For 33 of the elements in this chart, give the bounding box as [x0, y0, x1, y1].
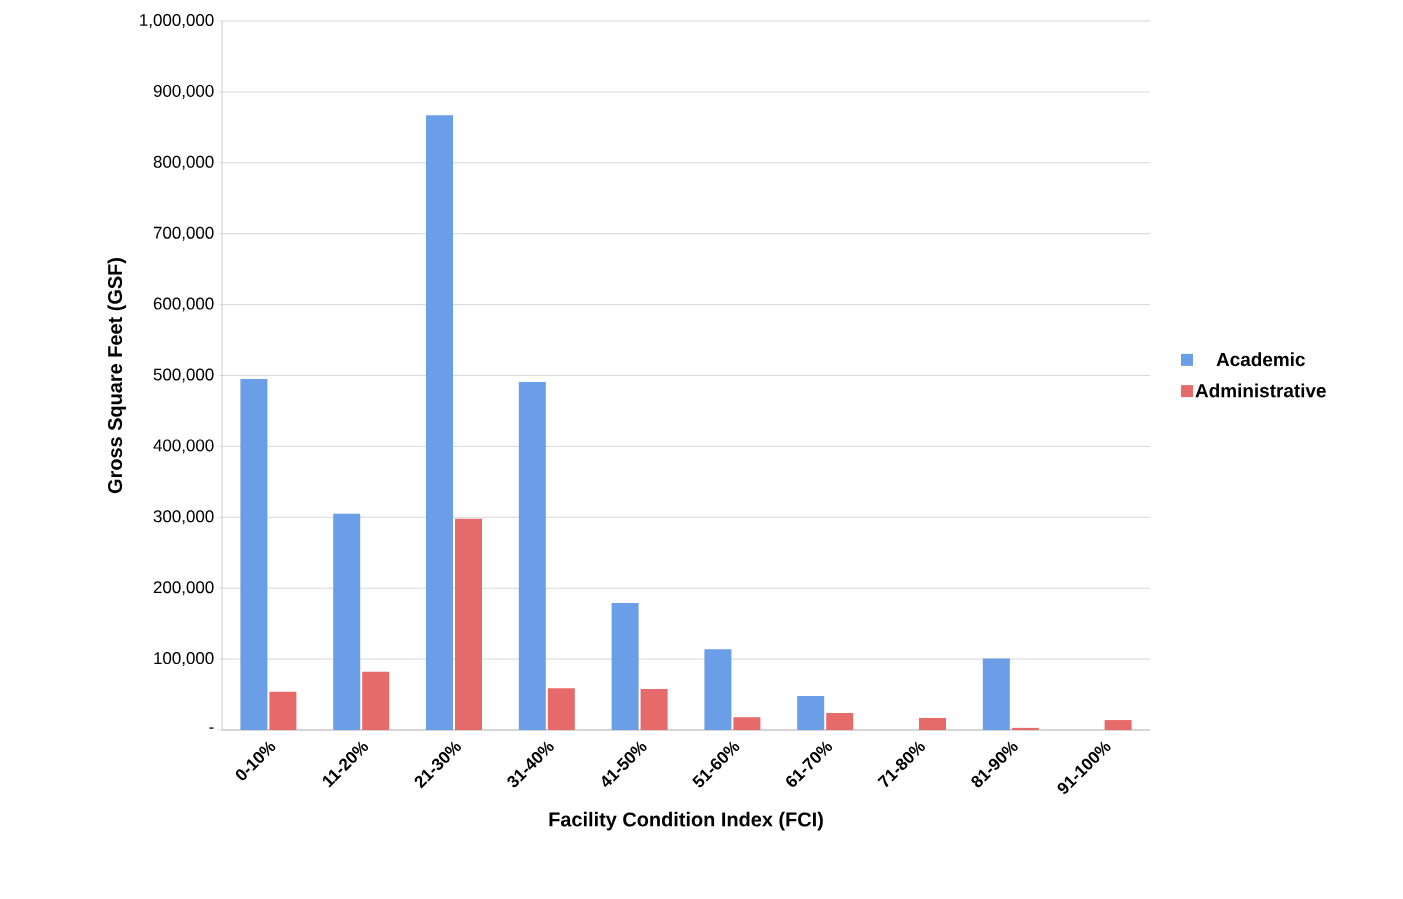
bar	[1011, 727, 1039, 730]
bar	[362, 671, 390, 730]
bar	[269, 691, 297, 730]
bar	[826, 712, 854, 730]
bar	[797, 695, 825, 730]
x-axis-title: Facility Condition Index (FCI)	[549, 811, 823, 831]
legend-label: Academic	[1216, 352, 1305, 367]
y-tick-label: 1,000,000	[140, 13, 214, 28]
bar	[547, 688, 575, 730]
bar	[455, 518, 482, 730]
bar	[704, 649, 732, 730]
bar	[426, 115, 454, 730]
bar	[611, 603, 639, 730]
y-tick-label: 200,000	[153, 581, 214, 596]
bar	[518, 381, 546, 730]
bar	[919, 717, 946, 730]
bar	[333, 513, 361, 730]
y-tick-label: 900,000	[153, 84, 214, 99]
bar	[982, 658, 1010, 730]
y-tick-label: 500,000	[153, 368, 214, 383]
y-tick-label: 300,000	[153, 510, 214, 525]
y-tick-label: -	[209, 727, 214, 729]
y-tick-label: 800,000	[153, 155, 214, 170]
bar	[640, 688, 668, 730]
y-axis-title: Gross Square Feet (GSF)	[107, 258, 127, 494]
bar	[240, 379, 268, 730]
y-tick-label: 100,000	[154, 652, 214, 667]
legend-label: Administrative	[1195, 383, 1326, 398]
y-tick-label: 600,000	[153, 297, 214, 312]
y-tick-label: 400,000	[153, 439, 214, 454]
bar	[733, 717, 761, 730]
bar	[1104, 720, 1132, 730]
y-tick-label: 700,000	[153, 226, 214, 241]
